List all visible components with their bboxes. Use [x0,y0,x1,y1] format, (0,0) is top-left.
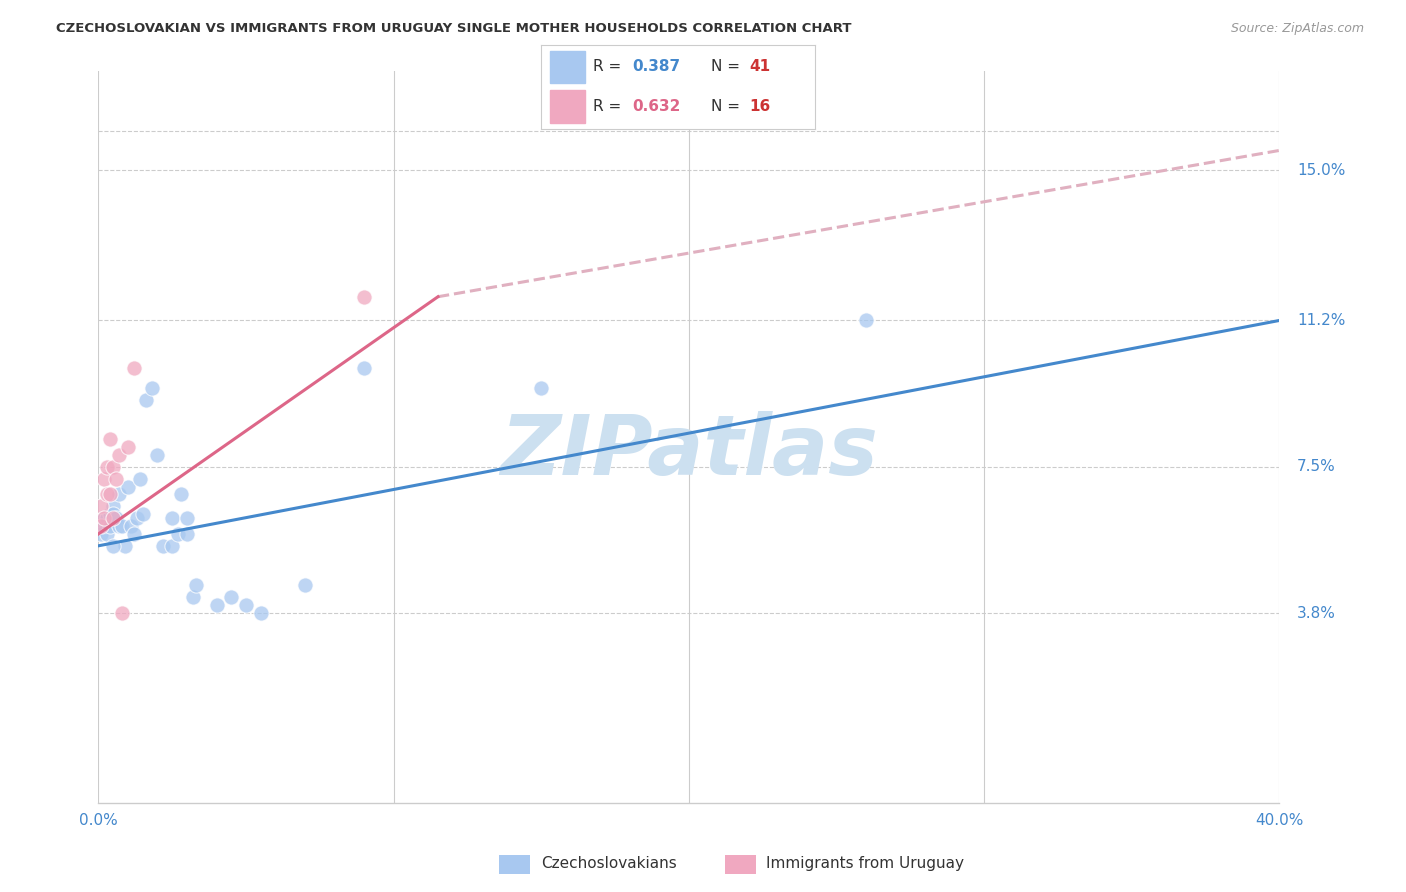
Point [122,360,145,375]
Point [120,519,142,533]
Text: N =: N = [711,99,745,114]
Point [114,539,136,553]
Point [93,511,115,525]
Point [125,511,148,525]
Point [162,539,183,553]
Text: 11.2%: 11.2% [1298,313,1346,328]
Point [176,527,198,541]
Point [167,527,190,541]
Point [96,527,118,541]
Text: Immigrants from Uruguay: Immigrants from Uruguay [766,856,965,871]
Point [152,539,174,553]
Point [181,591,204,605]
Point [103,500,125,514]
Point [90,519,112,533]
Point [111,519,134,533]
Point [353,360,375,375]
Point [96,511,118,525]
Text: 0.387: 0.387 [631,59,681,74]
Point [146,448,169,462]
Point [128,472,150,486]
Point [141,381,163,395]
Point [108,448,131,462]
Text: Source: ZipAtlas.com: Source: ZipAtlas.com [1230,22,1364,36]
Point [93,519,115,533]
Point [170,487,193,501]
Point [117,440,139,454]
Point [98,432,121,446]
Point [108,519,131,533]
Point [162,511,183,525]
FancyBboxPatch shape [550,90,585,122]
Point [353,290,375,304]
Point [117,479,139,493]
Point [135,392,157,407]
Point [184,578,207,592]
FancyBboxPatch shape [550,51,585,83]
Text: R =: R = [593,59,627,74]
Point [96,487,118,501]
Point [90,527,112,541]
Point [105,472,128,486]
Text: CZECHOSLOVAKIAN VS IMMIGRANTS FROM URUGUAY SINGLE MOTHER HOUSEHOLDS CORRELATION : CZECHOSLOVAKIAN VS IMMIGRANTS FROM URUGU… [56,22,852,36]
Point [93,472,115,486]
Point [98,487,121,501]
Point [98,519,121,533]
Text: 41: 41 [749,59,770,74]
Point [294,578,316,592]
Point [90,500,112,514]
Point [93,511,115,525]
Point [205,598,228,612]
Text: 16: 16 [749,99,770,114]
Point [103,459,125,474]
Point [108,487,131,501]
Point [530,381,553,395]
Point [96,459,118,474]
Point [105,511,128,525]
Point [855,313,877,327]
Text: R =: R = [593,99,627,114]
Point [122,527,145,541]
Text: Czechoslovakians: Czechoslovakians [541,856,678,871]
Point [103,507,125,521]
Point [98,507,121,521]
Point [103,539,125,553]
Point [111,606,134,620]
Point [103,511,125,525]
Point [250,606,273,620]
Text: ZIPatlas: ZIPatlas [501,411,877,492]
Text: N =: N = [711,59,745,74]
Text: 15.0%: 15.0% [1298,162,1346,178]
Point [219,591,242,605]
Point [132,507,155,521]
Text: 7.5%: 7.5% [1298,459,1336,475]
Text: 0.632: 0.632 [631,99,681,114]
Point [176,511,198,525]
Text: 3.8%: 3.8% [1298,606,1336,621]
Point [235,598,257,612]
